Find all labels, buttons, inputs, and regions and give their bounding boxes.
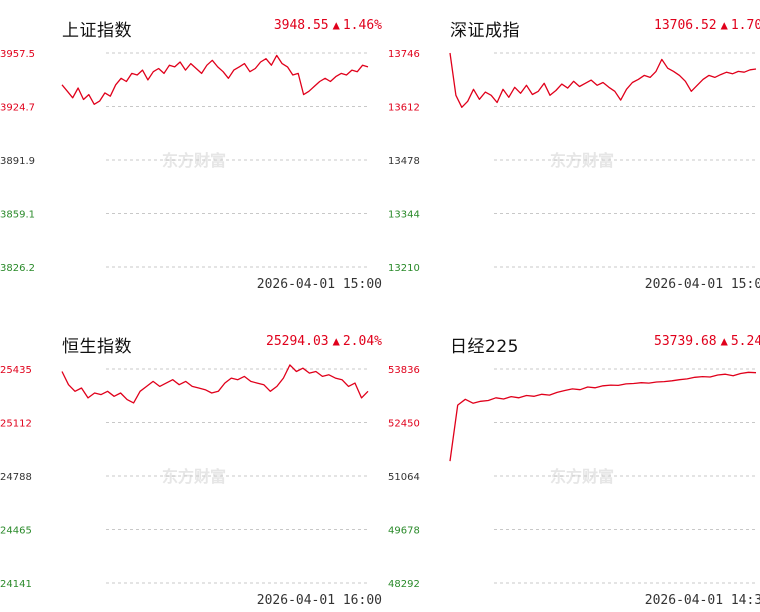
chart-panel-nikkei[interactable]: 日经225 53739.68▲5.24% 东方财富 53836 52450 51064… — [388, 332, 760, 608]
price-value: 25294.03 — [266, 334, 329, 349]
chart-title: 恒生指数 — [62, 337, 132, 357]
price-quote: 13706.52▲1.70% — [654, 18, 760, 33]
change-percent: 5.24% — [730, 334, 760, 349]
chart-panel-shanghai[interactable]: 上证指数 3948.55 ▲ 1.46% 东方财富 3957.5 3924.7 3891.… — [0, 16, 382, 292]
y-tick-label: 3826.2 — [0, 263, 35, 274]
watermark: 东方财富 — [550, 467, 614, 486]
price-quote: 53739.68▲5.24% — [654, 334, 760, 349]
up-arrow-icon: ▲ — [720, 334, 728, 348]
timestamp: 2026-04-01 14:30 — [644, 593, 760, 608]
timestamp: 2026-04-01 15:00 — [256, 277, 382, 292]
y-tick-label: 25112 — [0, 419, 32, 430]
y-tick-label: 13612 — [388, 103, 420, 114]
price-value: 53739.68 — [654, 334, 717, 349]
y-tick-label: 13746 — [388, 49, 420, 60]
series-line — [61, 364, 369, 404]
y-tick-label: 3957.5 — [0, 49, 35, 60]
line-chart: 东方财富 25435 25112 24788 24465 24141 — [0, 364, 369, 590]
chart-title: 上证指数 — [62, 21, 132, 41]
y-tick-label: 51064 — [388, 472, 420, 483]
watermark: 东方财富 — [550, 151, 614, 170]
series-line — [449, 52, 757, 108]
y-tick-label: 13478 — [388, 156, 420, 167]
timestamp: 2026-04-01 16:00 — [256, 593, 382, 608]
up-arrow-icon: ▲ — [332, 18, 340, 32]
line-chart: 东方财富 53836 52450 51064 49678 48292 — [388, 365, 757, 590]
change-percent: 1.70% — [730, 18, 760, 33]
line-chart: 东方财富 13746 13612 13478 13344 13210 — [388, 49, 757, 274]
chart-title: 深证成指 — [450, 21, 520, 41]
y-tick-label: 49678 — [388, 526, 420, 537]
y-tick-label: 52450 — [388, 419, 420, 430]
chart-title: 日经225 — [450, 337, 519, 357]
y-tick-label: 24141 — [0, 579, 32, 590]
timestamp: 2026-04-01 15:00 — [644, 277, 760, 292]
watermark: 东方财富 — [162, 151, 226, 170]
up-arrow-icon: ▲ — [332, 334, 340, 348]
y-tick-label: 13210 — [388, 263, 420, 274]
series-line — [449, 371, 757, 462]
up-arrow-icon: ▲ — [720, 18, 728, 32]
watermark: 东方财富 — [162, 467, 226, 486]
price-value: 13706.52 — [654, 18, 717, 33]
chart-panel-shenzhen[interactable]: 深证成指 13706.52▲1.70% 东方财富 13746 13612 13478 1… — [388, 16, 760, 292]
y-tick-label: 13344 — [388, 210, 420, 221]
y-tick-label: 3891.9 — [0, 156, 35, 167]
y-tick-label: 3859.1 — [0, 210, 35, 221]
y-tick-label: 48292 — [388, 579, 420, 590]
series-line — [61, 54, 369, 105]
y-tick-label: 53836 — [388, 365, 420, 376]
y-tick-label: 3924.7 — [0, 103, 35, 114]
price-value: 3948.55 — [273, 18, 329, 33]
chart-panel-hangseng[interactable]: 恒生指数 25294.03 ▲ 2.04% 东方财富 25435 25112 24788 2… — [0, 332, 382, 608]
y-tick-label: 24465 — [0, 526, 32, 537]
y-tick-label: 24788 — [0, 472, 32, 483]
price-quote: 25294.03 ▲ 2.04% — [266, 334, 382, 349]
line-chart: 东方财富 3957.5 3924.7 3891.9 3859.1 3826.2 — [0, 49, 369, 274]
y-tick-label: 25435 — [0, 365, 32, 376]
change-percent: 1.46% — [342, 18, 382, 33]
price-quote: 3948.55 ▲ 1.46% — [274, 18, 382, 33]
change-percent: 2.04% — [342, 334, 382, 349]
